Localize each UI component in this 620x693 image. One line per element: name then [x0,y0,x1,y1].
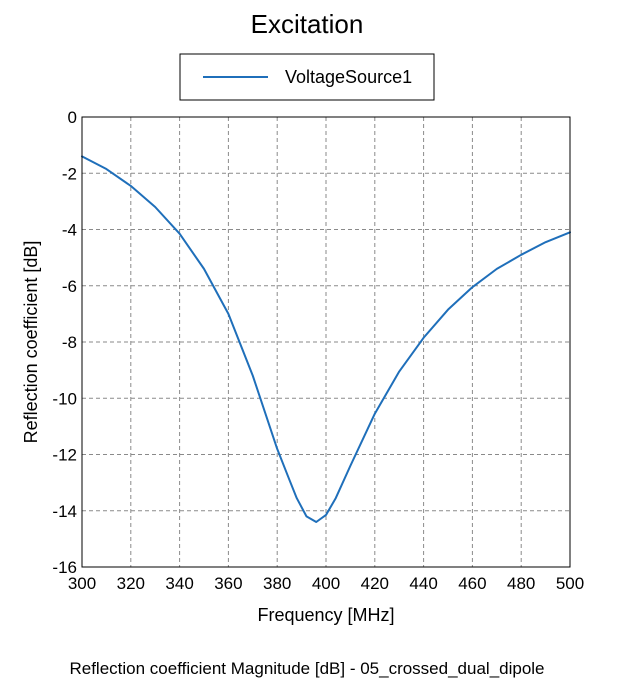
x-tick-label: 380 [263,574,291,593]
x-tick-label: 500 [556,574,584,593]
y-tick-label: -2 [62,164,77,183]
y-tick-label: -10 [52,389,77,408]
y-tick-label: 0 [68,108,77,127]
y-tick-label: -12 [52,446,77,465]
x-tick-label: 320 [117,574,145,593]
y-axis-label: Reflection coefficient [dB] [21,241,41,444]
chart-title: Excitation [251,9,364,39]
chart-caption: Reflection coefficient Magnitude [dB] - … [69,659,544,678]
x-tick-labels: 300 320 340 360 380 400 420 440 460 480 500 [68,574,584,593]
x-tick-label: 360 [214,574,242,593]
x-tick-label: 460 [458,574,486,593]
x-tick-label: 300 [68,574,96,593]
x-axis-label: Frequency [MHz] [257,605,394,625]
y-tick-label: -14 [52,502,77,521]
x-tick-label: 420 [361,574,389,593]
legend-label-voltagesource1: VoltageSource1 [285,67,412,87]
x-tick-label: 340 [165,574,193,593]
y-tick-label: -8 [62,333,77,352]
legend: VoltageSource1 [179,53,435,101]
x-tick-label: 480 [507,574,535,593]
y-tick-labels: 0 -2 -4 -6 -8 -10 -12 -14 -16 [52,108,77,577]
x-tick-label: 400 [312,574,340,593]
y-tick-label: -16 [52,558,77,577]
series-group [81,155,571,523]
series-line-voltagesource1 [81,155,571,523]
y-tick-label: -6 [62,277,77,296]
grid-lines [82,117,570,567]
plot-frame [81,116,571,568]
x-tick-label: 440 [409,574,437,593]
y-tick-label: -4 [62,221,77,240]
